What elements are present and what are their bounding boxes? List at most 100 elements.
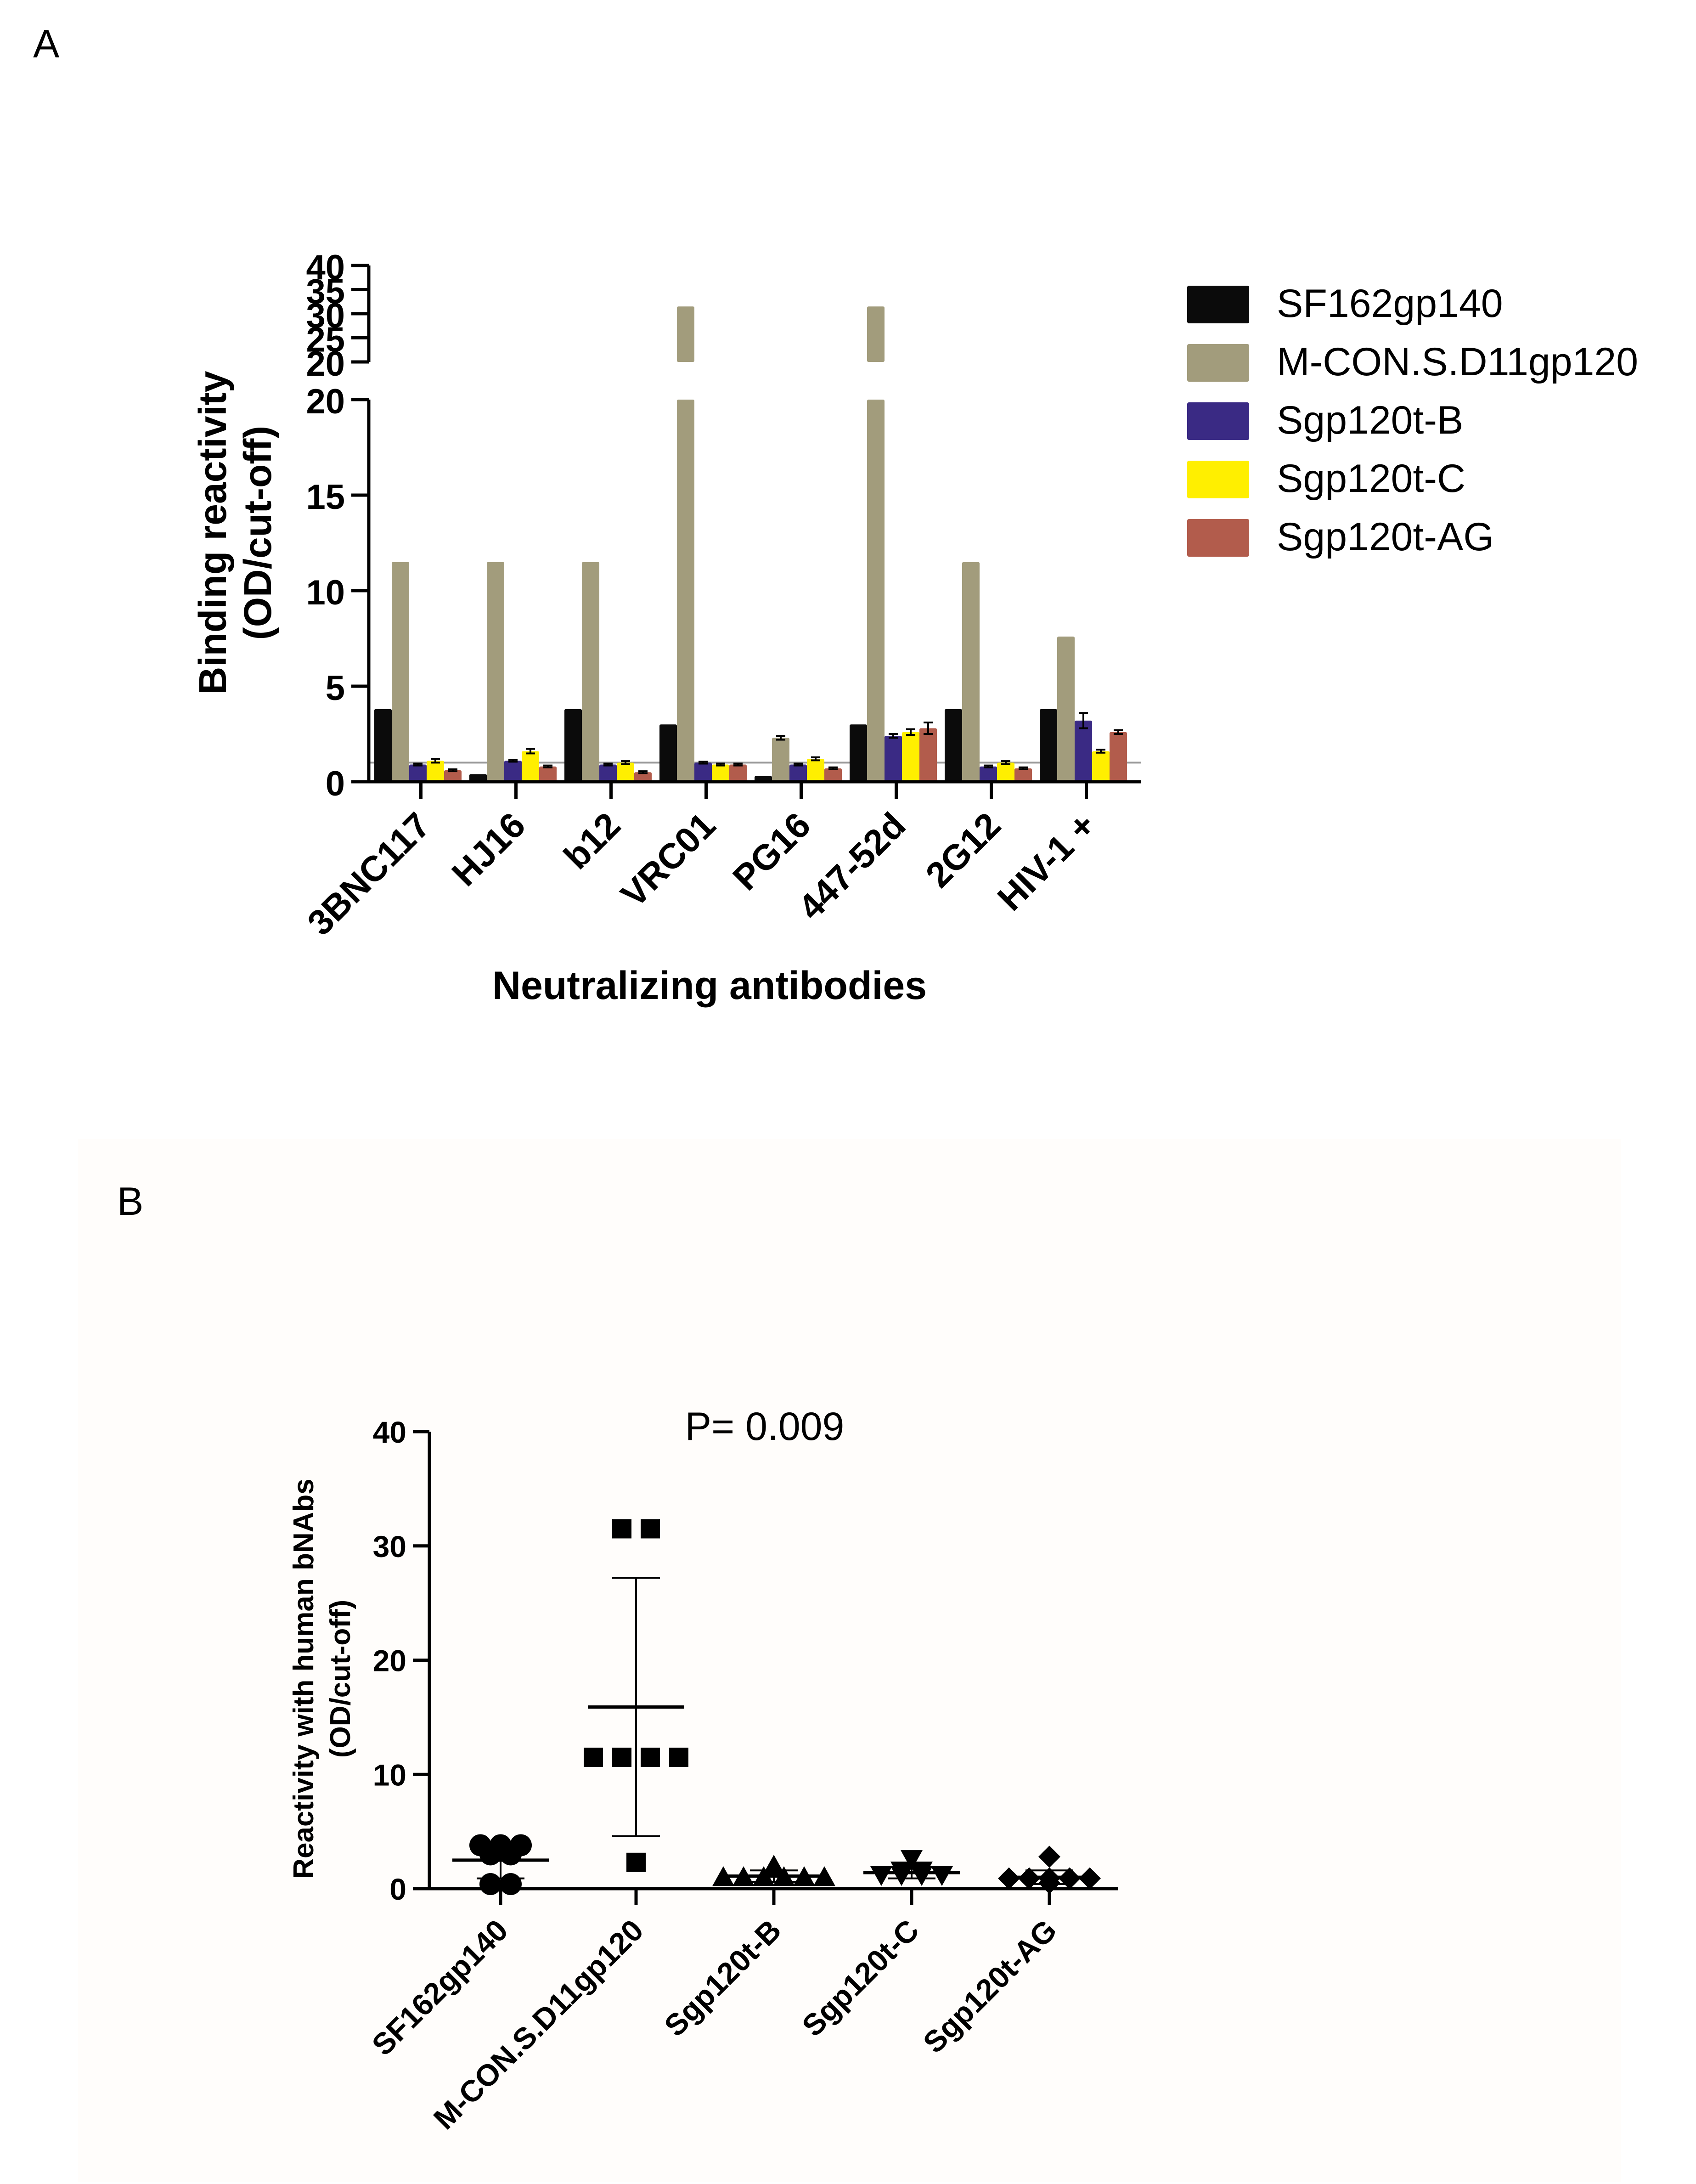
legend-label: M-CON.S.D11gp120 — [1277, 340, 1638, 384]
bar-upper-segment — [867, 306, 885, 362]
y-axis-label: Reactivity with human bNAbs — [288, 1479, 320, 1879]
legend-swatch — [1187, 519, 1249, 557]
y-tick-label: 10 — [306, 573, 345, 612]
y-tick-label: 5 — [326, 669, 345, 708]
bar — [962, 562, 980, 782]
data-point-triangle-up — [712, 1866, 734, 1886]
data-point-square — [612, 1747, 631, 1767]
bar — [469, 774, 487, 782]
bar — [444, 770, 462, 782]
data-point-square — [669, 1747, 688, 1767]
panel-a-letter: A — [33, 22, 60, 66]
data-point-square — [626, 1852, 646, 1872]
bar — [919, 728, 937, 782]
bar — [1014, 768, 1032, 782]
bar — [945, 709, 962, 782]
bar — [1040, 709, 1057, 782]
x-tick-label: 447-52d — [790, 805, 913, 928]
y-tick-label: 40 — [306, 248, 345, 287]
bar — [659, 724, 677, 782]
y-tick-label: 20 — [306, 382, 345, 421]
data-point-circle — [500, 1843, 522, 1866]
bar — [980, 766, 997, 782]
bar — [617, 762, 634, 782]
bar — [885, 736, 902, 782]
y-tick-label: 40 — [373, 1415, 406, 1449]
bar — [487, 562, 504, 782]
data-point-diamond — [1038, 1845, 1060, 1868]
bar — [850, 724, 867, 782]
bar — [807, 759, 824, 782]
bar — [427, 761, 444, 782]
bar — [522, 751, 539, 782]
legend-swatch — [1187, 461, 1249, 498]
bar-lower-segment — [867, 400, 885, 782]
bar — [504, 761, 522, 782]
bar — [1092, 751, 1110, 782]
legend: SF162gp140 M-CON.S.D11gp120 Sgp120t-B Sgp12… — [1187, 282, 1638, 559]
data-point-triangle-down — [901, 1850, 923, 1870]
legend-swatch — [1187, 402, 1249, 440]
bar — [409, 764, 427, 782]
y-tick-label: 20 — [373, 1644, 406, 1678]
bar — [1110, 732, 1127, 782]
y-tick-label: 0 — [326, 764, 345, 803]
y-tick-label: 30 — [373, 1529, 406, 1563]
x-tick-label: HIV-1 + — [990, 805, 1104, 919]
legend-label: Sgp120t-AG — [1277, 515, 1494, 559]
x-tick-label: 2G12 — [918, 805, 1008, 895]
bar — [997, 762, 1014, 782]
bar — [564, 709, 582, 782]
x-tick-label: PG16 — [725, 805, 818, 898]
bar-group — [374, 306, 1127, 782]
axes-group — [351, 264, 1141, 799]
panel-b-background — [78, 1139, 1621, 2182]
legend-swatch — [1187, 344, 1249, 382]
bar — [824, 768, 842, 782]
x-tick-label: HJ16 — [444, 805, 533, 894]
data-point-circle — [479, 1843, 501, 1866]
bar — [1075, 720, 1092, 782]
y-tick-labels: 0 10 20 30 40 — [373, 1415, 406, 1906]
legend-label: Sgp120t-C — [1277, 457, 1465, 501]
y-tick-label: 10 — [373, 1758, 406, 1792]
legend-label: SF162gp140 — [1277, 282, 1503, 326]
y-tick-label: 20 — [306, 344, 345, 384]
data-point-triangle-up — [813, 1866, 835, 1886]
legend-label: Sgp120t-B — [1277, 398, 1463, 442]
axes-group — [413, 1430, 1118, 1905]
bar — [582, 562, 599, 782]
data-point-square — [584, 1747, 603, 1767]
legend-swatch — [1187, 286, 1249, 323]
y-tick-label: 15 — [306, 478, 345, 517]
bar — [539, 766, 557, 782]
data-point-circle — [500, 1873, 522, 1896]
bar — [374, 709, 392, 782]
data-point-square — [612, 1519, 631, 1539]
x-tick-label: VRC01 — [613, 805, 723, 915]
y-tick-label: 30 — [306, 296, 345, 335]
data-point-circle — [479, 1873, 501, 1896]
y-tick-label: 35 — [306, 272, 345, 311]
p-value-annotation: P= 0.009 — [685, 1405, 845, 1449]
error-bar-group — [413, 712, 1123, 774]
y-tick-label: 25 — [306, 321, 345, 360]
x-tick-label: 3BNC117 — [299, 805, 438, 943]
bar — [902, 732, 919, 782]
y-axis-label-units: (OD/cut-off) — [325, 1600, 356, 1758]
mean-sd-bars — [452, 1577, 1098, 1885]
bar — [1057, 636, 1075, 782]
bar — [712, 764, 729, 782]
bar-upper-segment — [677, 306, 694, 362]
bar — [772, 738, 789, 782]
bar — [789, 764, 807, 782]
bar — [694, 762, 712, 782]
bar-lower-segment — [677, 400, 694, 782]
data-point-square — [641, 1747, 660, 1767]
bar — [729, 764, 747, 782]
